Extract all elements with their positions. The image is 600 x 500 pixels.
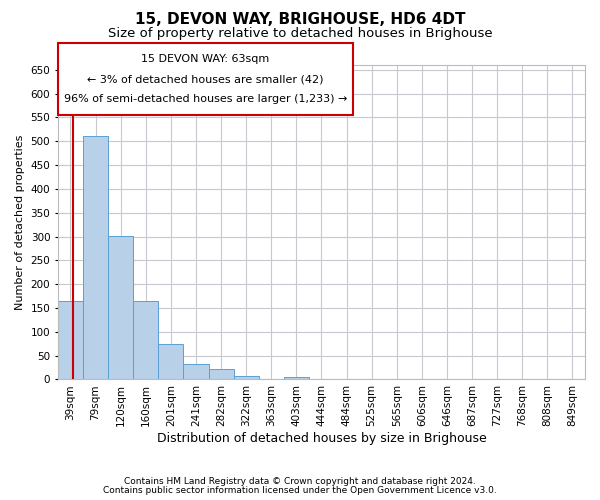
Bar [209, 369, 233, 380]
Bar [83, 136, 108, 380]
Text: 96% of semi-detached houses are larger (1,233) →: 96% of semi-detached houses are larger (… [64, 94, 347, 104]
FancyBboxPatch shape [58, 43, 353, 116]
Bar [284, 377, 309, 380]
Text: Contains HM Land Registry data © Crown copyright and database right 2024.: Contains HM Land Registry data © Crown c… [124, 477, 476, 486]
Bar [58, 301, 83, 380]
Bar [108, 236, 133, 380]
Bar [184, 364, 209, 380]
Bar [133, 301, 158, 380]
Text: 15 DEVON WAY: 63sqm: 15 DEVON WAY: 63sqm [142, 54, 269, 64]
Text: Contains public sector information licensed under the Open Government Licence v3: Contains public sector information licen… [103, 486, 497, 495]
Text: 15, DEVON WAY, BRIGHOUSE, HD6 4DT: 15, DEVON WAY, BRIGHOUSE, HD6 4DT [135, 12, 465, 28]
X-axis label: Distribution of detached houses by size in Brighouse: Distribution of detached houses by size … [157, 432, 487, 445]
Bar [158, 344, 184, 380]
Bar [233, 376, 259, 380]
Text: ← 3% of detached houses are smaller (42): ← 3% of detached houses are smaller (42) [87, 74, 324, 84]
Y-axis label: Number of detached properties: Number of detached properties [15, 134, 25, 310]
Text: Size of property relative to detached houses in Brighouse: Size of property relative to detached ho… [107, 28, 493, 40]
